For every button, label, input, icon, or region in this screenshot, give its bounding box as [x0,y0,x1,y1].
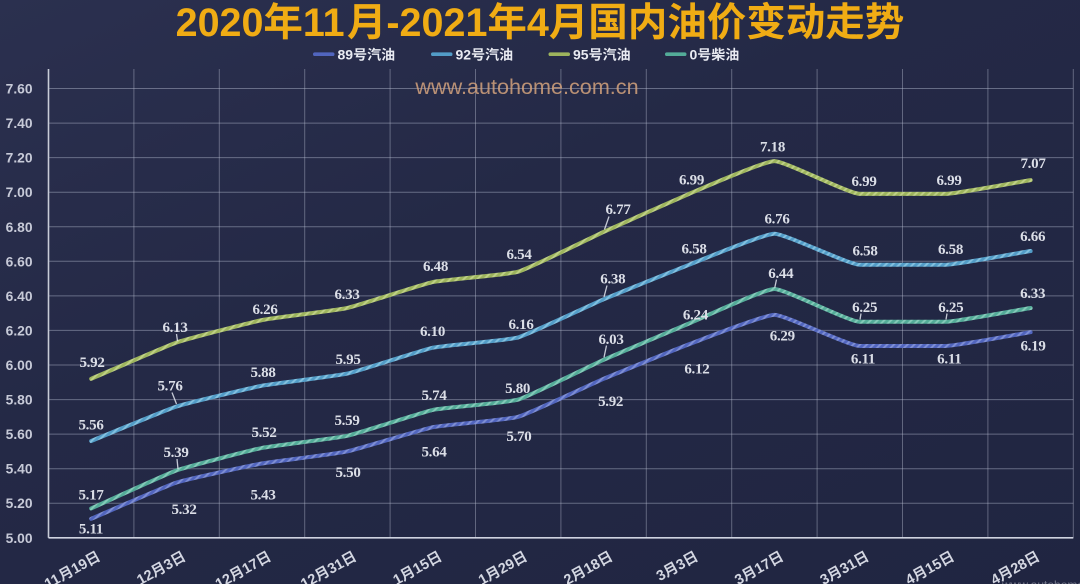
svg-text:5.59: 5.59 [334,413,359,429]
svg-text:www.autohome.com.cn: www.autohome.com.cn [414,74,638,99]
svg-text:6.11: 6.11 [937,351,961,367]
svg-text:6.77: 6.77 [605,202,631,218]
svg-text:6.44: 6.44 [768,266,794,282]
svg-text:6.25: 6.25 [938,300,963,316]
svg-text:6.99: 6.99 [679,173,704,189]
svg-text:5.56: 5.56 [78,418,104,434]
svg-text:7.00: 7.00 [6,185,33,200]
svg-text:7.18: 7.18 [760,140,785,156]
svg-text:15: 15 [410,556,432,578]
svg-text:6.00: 6.00 [6,358,33,373]
svg-text:6.54: 6.54 [506,247,532,263]
svg-text:19: 19 [69,556,91,578]
svg-text:5.43: 5.43 [250,488,275,504]
svg-text:5.74: 5.74 [421,388,447,404]
svg-text:12: 12 [134,567,156,584]
svg-text:5.92: 5.92 [598,394,623,410]
svg-text:5.92: 5.92 [79,355,104,371]
svg-text:5.70: 5.70 [506,429,531,445]
svg-text:6.26: 6.26 [252,302,278,318]
svg-text:6.13: 6.13 [162,320,187,336]
svg-text:6.19: 6.19 [1020,339,1045,355]
svg-text:5.64: 5.64 [421,445,447,461]
svg-text:5.11: 5.11 [79,522,103,538]
svg-text:0: 0 [690,47,698,63]
svg-text:17: 17 [240,556,262,578]
svg-text:7.07: 7.07 [1020,156,1046,172]
svg-text:31: 31 [325,556,347,578]
svg-text:6.99: 6.99 [936,173,961,189]
svg-text:6.16: 6.16 [508,317,534,333]
svg-text:6.58: 6.58 [852,243,877,259]
svg-text:6.33: 6.33 [1020,286,1045,302]
svg-text:6.33: 6.33 [334,287,359,303]
svg-text:28: 28 [1008,556,1030,578]
svg-text:6.20: 6.20 [6,323,33,338]
svg-text:6.12: 6.12 [684,362,709,378]
svg-text:18: 18 [581,556,603,578]
svg-text:6.66: 6.66 [1020,229,1046,245]
svg-text:5.39: 5.39 [163,445,188,461]
svg-text:11: 11 [42,571,63,584]
svg-text:6.38: 6.38 [600,272,625,288]
svg-text:6.60: 6.60 [6,254,33,269]
svg-text:5.20: 5.20 [6,496,33,511]
svg-text:6.03: 6.03 [598,332,623,348]
svg-text:5.95: 5.95 [335,352,360,368]
svg-text:6.11: 6.11 [851,351,875,367]
svg-text:5.40: 5.40 [6,462,33,477]
svg-text:7.60: 7.60 [6,82,33,97]
svg-text:7.40: 7.40 [6,116,33,131]
svg-text:5.80: 5.80 [505,381,530,397]
svg-text:5.00: 5.00 [6,531,33,546]
svg-text:5.88: 5.88 [250,365,275,381]
svg-text:89: 89 [338,47,354,63]
svg-text:17: 17 [752,556,774,578]
svg-text:6.58: 6.58 [938,242,963,258]
svg-text:5.32: 5.32 [171,502,196,518]
svg-text:95: 95 [573,47,589,63]
svg-text:5.80: 5.80 [6,393,33,408]
svg-text:4: 4 [527,1,549,45]
svg-text:6.58: 6.58 [681,242,706,258]
svg-text:6.24: 6.24 [683,308,709,324]
svg-text:6.40: 6.40 [6,289,33,304]
svg-text:15: 15 [923,556,945,578]
svg-text:6.25: 6.25 [852,300,877,316]
svg-text:31: 31 [837,556,859,578]
svg-text:6.80: 6.80 [6,220,33,235]
svg-text:5.60: 5.60 [6,427,33,442]
svg-text:92: 92 [456,47,472,63]
svg-text:6.99: 6.99 [851,174,876,190]
svg-text:6.48: 6.48 [423,259,448,275]
svg-text:7.20: 7.20 [6,151,33,166]
svg-text:11: 11 [303,1,345,45]
svg-text:29: 29 [496,556,518,578]
svg-text:www.autohome.com.cn: www.autohome.com.cn [1001,578,1080,584]
svg-text:-2021: -2021 [386,1,487,45]
svg-text:5.76: 5.76 [157,379,183,395]
svg-text:6.76: 6.76 [764,212,790,228]
svg-text:6.29: 6.29 [770,329,795,345]
svg-text:5.52: 5.52 [251,425,276,441]
svg-text:6.10: 6.10 [420,324,445,340]
svg-text:2020: 2020 [176,1,264,45]
svg-text:5.50: 5.50 [335,465,360,481]
svg-text:5.17: 5.17 [78,488,104,504]
